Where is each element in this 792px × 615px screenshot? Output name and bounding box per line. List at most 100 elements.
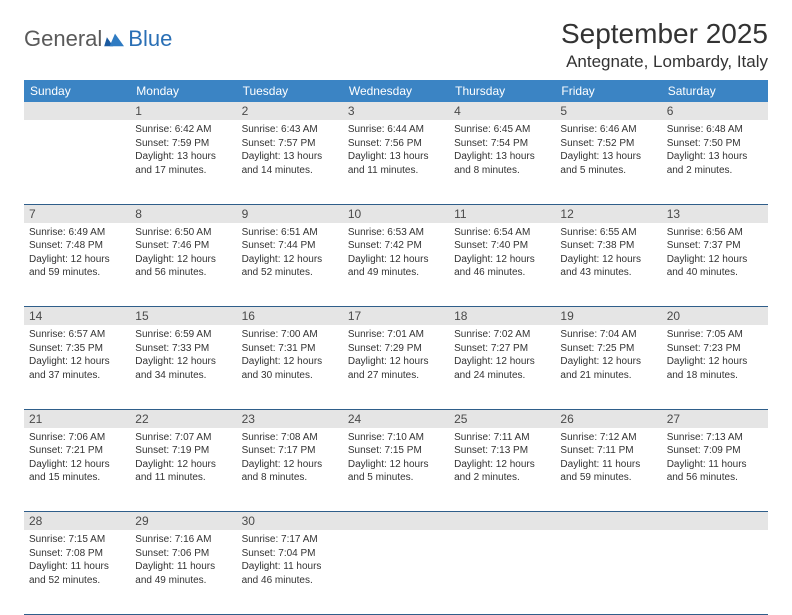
day-number: 17 [343, 307, 449, 326]
day-cell: Sunrise: 7:16 AMSunset: 7:06 PMDaylight:… [130, 530, 236, 614]
day-content: Sunrise: 6:50 AMSunset: 7:46 PMDaylight:… [135, 226, 231, 280]
sunset-line: Sunset: 7:44 PM [242, 239, 338, 253]
day-content: Sunrise: 6:42 AMSunset: 7:59 PMDaylight:… [135, 123, 231, 177]
sunset-line: Sunset: 7:31 PM [242, 342, 338, 356]
day-number: 27 [662, 409, 768, 428]
sunrise-line: Sunrise: 7:10 AM [348, 431, 444, 445]
daylight-line: Daylight: 12 hours and 46 minutes. [454, 253, 550, 280]
daylight-line: Daylight: 12 hours and 59 minutes. [29, 253, 125, 280]
day-cell: Sunrise: 6:50 AMSunset: 7:46 PMDaylight:… [130, 223, 236, 307]
sunrise-line: Sunrise: 6:54 AM [454, 226, 550, 240]
sunset-line: Sunset: 7:13 PM [454, 444, 550, 458]
day-cell: Sunrise: 7:04 AMSunset: 7:25 PMDaylight:… [555, 325, 661, 409]
day-header-row: Sunday Monday Tuesday Wednesday Thursday… [24, 80, 768, 102]
daylight-line: Daylight: 12 hours and 43 minutes. [560, 253, 656, 280]
sunrise-line: Sunrise: 6:51 AM [242, 226, 338, 240]
day-cell: Sunrise: 7:07 AMSunset: 7:19 PMDaylight:… [130, 428, 236, 512]
day-header: Sunday [24, 80, 130, 102]
day-cell: Sunrise: 6:44 AMSunset: 7:56 PMDaylight:… [343, 120, 449, 204]
day-content: Sunrise: 7:07 AMSunset: 7:19 PMDaylight:… [135, 431, 231, 485]
sunrise-line: Sunrise: 6:49 AM [29, 226, 125, 240]
daylight-line: Daylight: 12 hours and 34 minutes. [135, 355, 231, 382]
day-content: Sunrise: 7:00 AMSunset: 7:31 PMDaylight:… [242, 328, 338, 382]
sunrise-line: Sunrise: 7:04 AM [560, 328, 656, 342]
day-cell: Sunrise: 7:00 AMSunset: 7:31 PMDaylight:… [237, 325, 343, 409]
week-row: Sunrise: 6:49 AMSunset: 7:48 PMDaylight:… [24, 223, 768, 307]
sunset-line: Sunset: 7:17 PM [242, 444, 338, 458]
sunset-line: Sunset: 7:52 PM [560, 137, 656, 151]
sunrise-line: Sunrise: 6:59 AM [135, 328, 231, 342]
day-number: 26 [555, 409, 661, 428]
sunrise-line: Sunrise: 7:12 AM [560, 431, 656, 445]
day-cell: Sunrise: 7:17 AMSunset: 7:04 PMDaylight:… [237, 530, 343, 614]
sunrise-line: Sunrise: 6:56 AM [667, 226, 763, 240]
sunrise-line: Sunrise: 7:05 AM [667, 328, 763, 342]
daylight-line: Daylight: 12 hours and 24 minutes. [454, 355, 550, 382]
sunset-line: Sunset: 7:08 PM [29, 547, 125, 561]
daylight-line: Daylight: 13 hours and 14 minutes. [242, 150, 338, 177]
day-content: Sunrise: 7:17 AMSunset: 7:04 PMDaylight:… [242, 533, 338, 587]
day-number: 15 [130, 307, 236, 326]
sunset-line: Sunset: 7:15 PM [348, 444, 444, 458]
day-content: Sunrise: 6:45 AMSunset: 7:54 PMDaylight:… [454, 123, 550, 177]
day-cell: Sunrise: 7:11 AMSunset: 7:13 PMDaylight:… [449, 428, 555, 512]
day-number: 19 [555, 307, 661, 326]
day-number [343, 512, 449, 531]
daylight-line: Daylight: 12 hours and 2 minutes. [454, 458, 550, 485]
sunset-line: Sunset: 7:42 PM [348, 239, 444, 253]
day-cell: Sunrise: 7:10 AMSunset: 7:15 PMDaylight:… [343, 428, 449, 512]
day-content: Sunrise: 6:49 AMSunset: 7:48 PMDaylight:… [29, 226, 125, 280]
day-header: Saturday [662, 80, 768, 102]
daylight-line: Daylight: 12 hours and 27 minutes. [348, 355, 444, 382]
daynum-row: 14151617181920 [24, 307, 768, 326]
daylight-line: Daylight: 12 hours and 30 minutes. [242, 355, 338, 382]
sunrise-line: Sunrise: 6:55 AM [560, 226, 656, 240]
daylight-line: Daylight: 13 hours and 11 minutes. [348, 150, 444, 177]
sunset-line: Sunset: 7:33 PM [135, 342, 231, 356]
sunset-line: Sunset: 7:21 PM [29, 444, 125, 458]
sunset-line: Sunset: 7:29 PM [348, 342, 444, 356]
day-content: Sunrise: 6:57 AMSunset: 7:35 PMDaylight:… [29, 328, 125, 382]
day-content: Sunrise: 7:02 AMSunset: 7:27 PMDaylight:… [454, 328, 550, 382]
week-row: Sunrise: 6:57 AMSunset: 7:35 PMDaylight:… [24, 325, 768, 409]
sunset-line: Sunset: 7:38 PM [560, 239, 656, 253]
day-cell: Sunrise: 7:15 AMSunset: 7:08 PMDaylight:… [24, 530, 130, 614]
day-content: Sunrise: 7:12 AMSunset: 7:11 PMDaylight:… [560, 431, 656, 485]
sunrise-line: Sunrise: 7:11 AM [454, 431, 550, 445]
day-number: 2 [237, 102, 343, 120]
day-content: Sunrise: 6:53 AMSunset: 7:42 PMDaylight:… [348, 226, 444, 280]
daylight-line: Daylight: 11 hours and 59 minutes. [560, 458, 656, 485]
day-content: Sunrise: 7:06 AMSunset: 7:21 PMDaylight:… [29, 431, 125, 485]
sunset-line: Sunset: 7:59 PM [135, 137, 231, 151]
day-number [24, 102, 130, 120]
calendar-table: Sunday Monday Tuesday Wednesday Thursday… [24, 80, 768, 615]
day-number: 28 [24, 512, 130, 531]
daynum-row: 21222324252627 [24, 409, 768, 428]
day-content: Sunrise: 7:13 AMSunset: 7:09 PMDaylight:… [667, 431, 763, 485]
day-content: Sunrise: 6:44 AMSunset: 7:56 PMDaylight:… [348, 123, 444, 177]
sunset-line: Sunset: 7:56 PM [348, 137, 444, 151]
day-cell: Sunrise: 7:01 AMSunset: 7:29 PMDaylight:… [343, 325, 449, 409]
sunset-line: Sunset: 7:25 PM [560, 342, 656, 356]
day-number: 20 [662, 307, 768, 326]
daylight-line: Daylight: 13 hours and 2 minutes. [667, 150, 763, 177]
daylight-line: Daylight: 11 hours and 46 minutes. [242, 560, 338, 587]
day-content: Sunrise: 6:54 AMSunset: 7:40 PMDaylight:… [454, 226, 550, 280]
sunset-line: Sunset: 7:06 PM [135, 547, 231, 561]
day-number: 6 [662, 102, 768, 120]
daylight-line: Daylight: 12 hours and 21 minutes. [560, 355, 656, 382]
sunrise-line: Sunrise: 6:48 AM [667, 123, 763, 137]
daylight-line: Daylight: 11 hours and 52 minutes. [29, 560, 125, 587]
day-number: 9 [237, 204, 343, 223]
daylight-line: Daylight: 12 hours and 18 minutes. [667, 355, 763, 382]
daynum-row: 78910111213 [24, 204, 768, 223]
sunset-line: Sunset: 7:19 PM [135, 444, 231, 458]
day-content: Sunrise: 7:01 AMSunset: 7:29 PMDaylight:… [348, 328, 444, 382]
sunset-line: Sunset: 7:23 PM [667, 342, 763, 356]
sunset-line: Sunset: 7:37 PM [667, 239, 763, 253]
day-cell [555, 530, 661, 614]
day-cell: Sunrise: 6:42 AMSunset: 7:59 PMDaylight:… [130, 120, 236, 204]
day-number: 24 [343, 409, 449, 428]
sunset-line: Sunset: 7:40 PM [454, 239, 550, 253]
week-row: Sunrise: 7:15 AMSunset: 7:08 PMDaylight:… [24, 530, 768, 614]
